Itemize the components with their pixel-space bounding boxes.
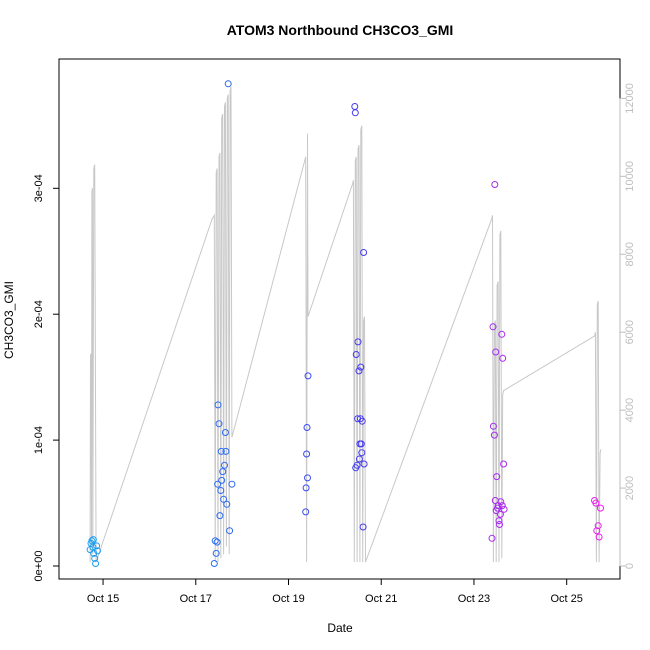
- data-point: [218, 476, 226, 484]
- data-point: [226, 527, 234, 535]
- data-point: [360, 460, 368, 468]
- data-point: [495, 517, 503, 525]
- y2-tick-label: 2000: [624, 476, 636, 500]
- data-point: [489, 422, 497, 430]
- data-point: [215, 420, 223, 428]
- points-layer: [86, 80, 604, 567]
- data-point: [221, 461, 228, 469]
- x-axis-label: Date: [327, 621, 353, 635]
- y2-tick-label: 12000: [624, 83, 636, 114]
- plot-frame: [58, 58, 621, 580]
- y-axis-label: CH3CO3_GMI: [2, 281, 16, 359]
- data-point: [210, 560, 218, 567]
- data-point: [211, 537, 219, 545]
- data-point: [92, 560, 100, 567]
- data-point: [217, 447, 225, 455]
- data-point: [357, 363, 365, 371]
- data-point: [594, 522, 602, 530]
- data-point: [358, 417, 366, 425]
- y2-tick-label: 6000: [624, 320, 636, 344]
- x-axis: Oct 15 Oct 17 Oct 19 Oct 21 Oct 23 Oct 25: [87, 578, 583, 605]
- data-point: [224, 80, 232, 88]
- data-point: [217, 487, 225, 494]
- data-point: [223, 500, 231, 508]
- data-point: [354, 338, 362, 346]
- data-point: [493, 473, 501, 481]
- data-point: [302, 508, 310, 516]
- data-point: [597, 504, 604, 512]
- chart-title: ATOM3 Northbound CH3CO3_GMI: [227, 22, 454, 38]
- data-point: [355, 455, 363, 463]
- data-point: [304, 372, 312, 380]
- data-point: [499, 354, 507, 362]
- y-axis: 0e+00 1e-04 2e-04 3e-04: [33, 174, 60, 582]
- y2-tick-label: 10000: [624, 161, 636, 192]
- data-point: [353, 461, 361, 469]
- data-point: [498, 502, 506, 510]
- data-point: [355, 367, 363, 375]
- data-point: [496, 521, 503, 528]
- x-tick-label: Oct 19: [272, 593, 304, 605]
- data-point: [351, 103, 359, 110]
- y-tick-label: 0e+00: [33, 551, 45, 582]
- data-point: [500, 460, 508, 468]
- x-tick-label: Oct 17: [180, 593, 212, 605]
- altitude-layer: [89, 86, 602, 563]
- data-point: [496, 510, 504, 518]
- data-point: [214, 480, 222, 488]
- altitude-series-line: [89, 86, 602, 563]
- data-point: [595, 533, 603, 541]
- data-point: [351, 109, 359, 117]
- data-point: [497, 498, 505, 506]
- data-point: [221, 429, 229, 436]
- data-point: [352, 351, 360, 358]
- data-point: [304, 474, 311, 482]
- data-point: [303, 424, 311, 431]
- x-tick-label: Oct 21: [365, 593, 397, 605]
- data-point: [491, 181, 499, 188]
- y-tick-label: 2e-04: [33, 300, 45, 328]
- data-point: [228, 480, 236, 488]
- data-point: [89, 536, 97, 544]
- data-point: [94, 547, 101, 555]
- data-point: [91, 554, 99, 562]
- data-point: [93, 542, 101, 550]
- data-point: [488, 534, 496, 542]
- data-point: [220, 495, 228, 503]
- data-point: [216, 512, 224, 520]
- y-tick-label: 3e-04: [33, 174, 45, 202]
- y2-tick-label: 8000: [624, 242, 636, 266]
- data-point: [592, 499, 600, 507]
- data-point: [213, 538, 221, 546]
- data-point: [359, 523, 367, 531]
- data-point: [219, 468, 227, 476]
- x-tick-label: Oct 15: [87, 593, 119, 605]
- data-point: [498, 330, 506, 338]
- data-point: [490, 431, 498, 439]
- data-point: [360, 249, 368, 256]
- data-point: [489, 323, 497, 331]
- y2-tick-label: 0: [624, 563, 636, 569]
- data-point: [303, 450, 311, 458]
- y-tick-label: 1e-04: [33, 426, 45, 454]
- data-point: [357, 440, 365, 448]
- data-point: [358, 449, 366, 457]
- x-tick-label: Oct 23: [458, 593, 490, 605]
- data-point: [214, 401, 222, 409]
- y2-axis: 0 2000 4000 6000 8000 10000 12000: [619, 83, 636, 569]
- x-tick-label: Oct 25: [550, 593, 582, 605]
- data-point: [222, 447, 230, 455]
- data-point: [593, 527, 601, 535]
- data-point: [500, 505, 508, 513]
- y2-tick-label: 4000: [624, 398, 636, 422]
- data-point: [492, 348, 500, 356]
- data-point: [212, 549, 220, 557]
- data-point: [302, 484, 310, 492]
